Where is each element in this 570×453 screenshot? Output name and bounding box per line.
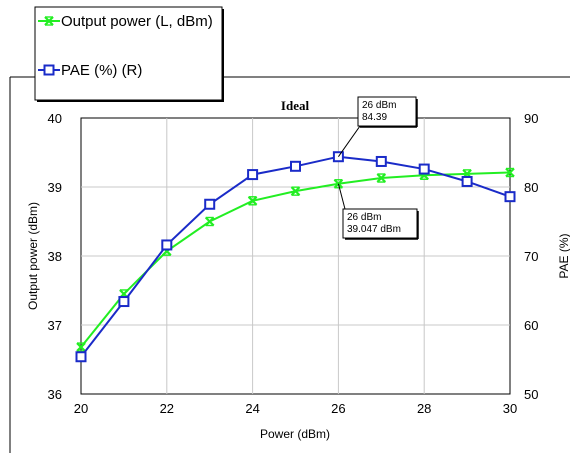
series-0-point (290, 186, 301, 196)
x-tick-label: 20 (74, 401, 88, 416)
y-right-tick-label: 70 (524, 249, 538, 264)
y-axis-right-label: PAE (%) (557, 233, 570, 278)
y-axis-right: 50 60 70 80 90 (524, 111, 538, 402)
y-right-tick-label: 50 (524, 387, 538, 402)
annotation-leader (337, 183, 346, 210)
y-axis-left-label: Output power (dBm) (26, 202, 40, 310)
series-0-point (76, 342, 86, 352)
x-tick-label: 24 (245, 401, 259, 416)
annotation-box (342, 208, 418, 239)
annotation-leader (337, 125, 361, 157)
series-1-point (204, 198, 216, 210)
y-left-tick-label: 38 (48, 249, 62, 264)
annotation-text: 39.047 dBm (347, 224, 401, 235)
series-1-point (504, 191, 516, 203)
x-tick-label: 30 (503, 401, 517, 416)
x-tick-label: 28 (417, 401, 431, 416)
series-1-point (461, 175, 473, 187)
series-layer (75, 151, 516, 363)
y-left-tick-label: 36 (48, 387, 62, 402)
annotation-text: 26 dBm (362, 100, 396, 111)
series-1-point (418, 163, 430, 175)
series-0-point (505, 167, 515, 178)
chart-title: Ideal (281, 98, 310, 113)
y-left-tick-label: 40 (48, 111, 62, 126)
y-right-tick-label: 90 (524, 111, 538, 126)
x-tick-label: 26 (331, 401, 345, 416)
annotation-text: 26 dBm (347, 212, 381, 223)
series-1-point (118, 296, 130, 308)
legend-box (34, 6, 223, 101)
legend-item-1: PAE (%) (R) (38, 62, 142, 79)
x-tick-label: 22 (160, 401, 174, 416)
y-axis-left: 36 37 38 39 40 (48, 111, 62, 402)
series-0-point (247, 196, 258, 206)
legend-items: Output power (L, dBm) PAE (%) (R) (38, 13, 213, 79)
legend-marker (44, 16, 54, 26)
legend-label: Output power (L, dBm) (61, 13, 213, 30)
annotation-text: 84.39 (362, 112, 387, 123)
annotation-box (357, 96, 417, 127)
x-axis: 20 22 24 26 28 30 (74, 401, 517, 416)
legend-label: PAE (%) (R) (61, 62, 142, 79)
y-left-tick-label: 37 (48, 318, 62, 333)
series-1-point (375, 155, 387, 167)
series-1-point (75, 351, 87, 363)
legend-item-0: Output power (L, dBm) (38, 13, 213, 30)
y-left-tick-label: 39 (48, 180, 62, 195)
x-axis-label: Power (dBm) (260, 427, 330, 441)
series-1-point (247, 169, 259, 181)
series-1-point (290, 160, 301, 172)
series-0-point (204, 216, 215, 227)
series-1-point (161, 239, 173, 251)
legend-marker (43, 64, 55, 76)
y-right-tick-label: 60 (524, 318, 538, 333)
series-0-point (376, 173, 387, 183)
y-right-tick-label: 80 (524, 180, 538, 195)
legend: Output power (L, dBm) PAE (%) (R) (34, 6, 224, 102)
